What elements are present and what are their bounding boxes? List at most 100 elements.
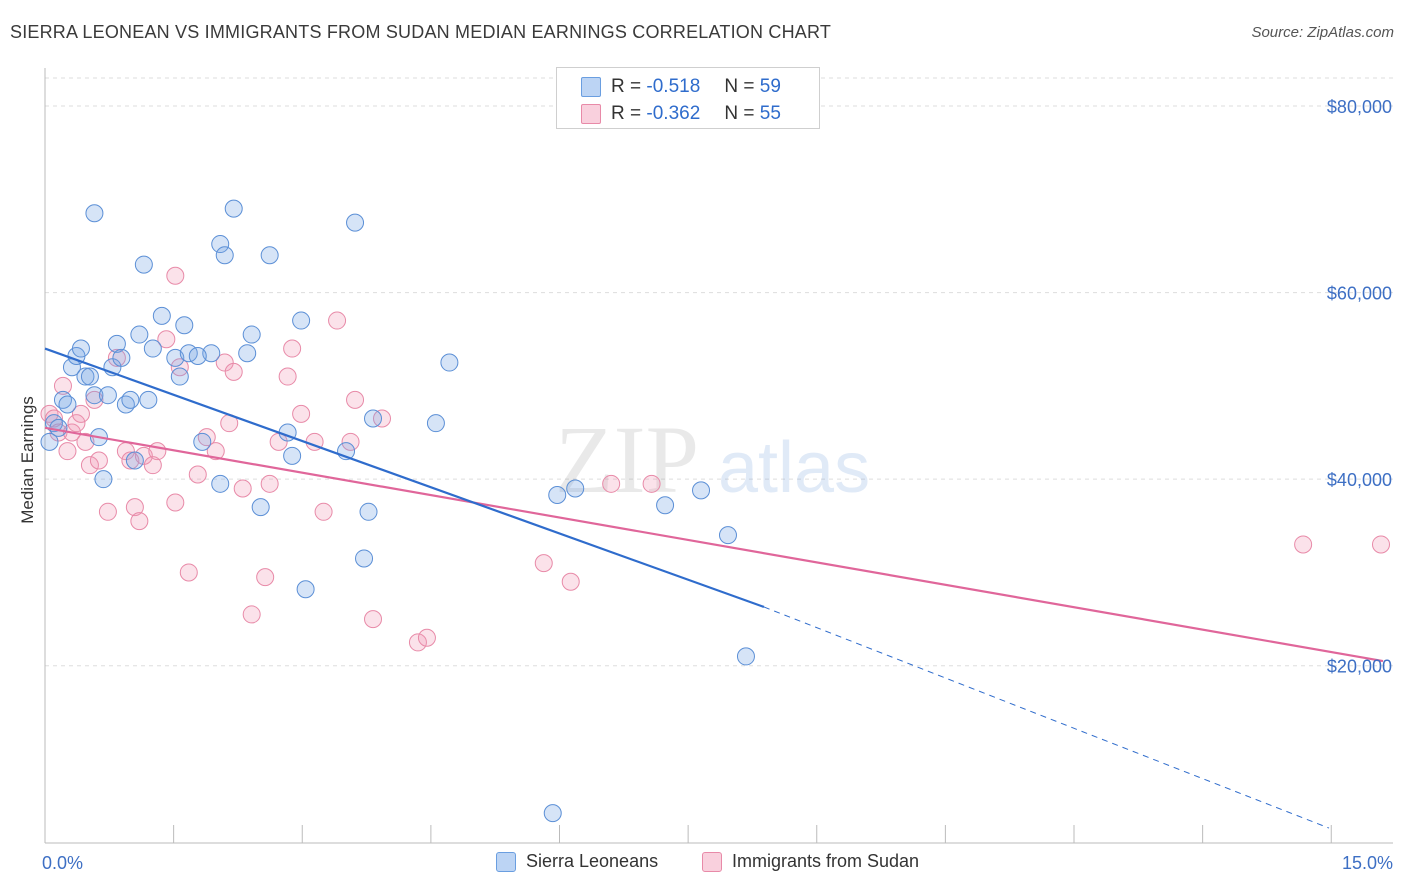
trend-line-sudan: [44, 426, 1384, 663]
data-point-sierra-leonean: [80, 367, 99, 386]
data-point-sierra-leonean: [283, 446, 302, 465]
data-point-sierra-leonean: [152, 306, 171, 325]
data-point-sierra-leonean: [692, 481, 711, 500]
data-point-sudan: [107, 348, 126, 367]
data-point-sierra-leonean: [76, 367, 95, 386]
data-point-sierra-leonean: [359, 502, 378, 521]
data-point-sudan: [417, 628, 436, 647]
data-point-sudan: [148, 442, 167, 461]
data-point-sudan: [346, 390, 365, 409]
data-point-sudan: [283, 339, 302, 358]
data-point-sudan: [642, 474, 661, 493]
data-point-sierra-leonean: [211, 474, 230, 493]
x-tick-label: 15.0%: [1342, 853, 1393, 873]
legend-swatch-blue: [581, 77, 601, 97]
data-point-sierra-leonean: [292, 311, 311, 330]
data-point-sudan: [314, 502, 333, 521]
data-point-sudan: [130, 512, 149, 531]
data-point-sudan: [278, 367, 297, 386]
data-point-sierra-leonean: [242, 325, 261, 344]
watermark: ZIP atlas: [555, 406, 870, 513]
data-point-sierra-leonean: [355, 549, 374, 568]
watermark-atlas: atlas: [718, 428, 870, 508]
legend-swatch-pink: [581, 104, 601, 124]
tick-labels: $20,000 $40,000 $60,000 $80,000 0.0% 15.0%: [42, 97, 1393, 873]
data-point-sudan: [1372, 535, 1390, 554]
bottom-legend-immigrants-from-sudan[interactable]: Immigrants from Sudan: [702, 851, 919, 872]
data-point-sudan: [256, 568, 275, 587]
data-point-sierra-leonean: [134, 255, 153, 274]
series-immigrants-from-sudan: [40, 266, 1390, 652]
watermark-zip: ZIP: [555, 406, 699, 513]
data-point-sudan: [260, 474, 279, 493]
data-point-sudan: [134, 446, 153, 465]
data-point-sierra-leonean: [224, 199, 243, 218]
data-point-sudan: [188, 465, 207, 484]
trend-line-sierra-leonean: [44, 347, 765, 609]
data-point-sudan: [224, 362, 243, 381]
data-point-sierra-leonean: [238, 344, 257, 363]
data-point-sierra-leonean: [166, 348, 185, 367]
data-point-sierra-leonean: [440, 353, 459, 372]
bottom-legend-label: Immigrants from Sudan: [732, 851, 920, 871]
data-point-sierra-leonean: [40, 432, 59, 451]
data-point-sierra-leonean: [94, 470, 113, 489]
data-point-sierra-leonean: [260, 246, 279, 265]
data-point-sudan: [292, 404, 311, 423]
data-point-sierra-leonean: [58, 395, 77, 414]
bottom-legend-swatch-blue: [496, 851, 516, 872]
data-point-sierra-leonean: [139, 390, 158, 409]
data-point-sierra-leonean: [71, 339, 90, 358]
data-point-sierra-leonean: [49, 418, 68, 437]
y-axis-title: Median Earnings: [18, 396, 37, 524]
data-point-sierra-leonean: [121, 390, 140, 409]
data-point-sudan: [166, 493, 185, 512]
data-point-sudan: [602, 474, 621, 493]
data-point-sierra-leonean: [364, 409, 383, 428]
data-point-sierra-leonean: [107, 334, 126, 353]
data-point-sudan: [179, 563, 198, 582]
data-point-sudan: [85, 390, 104, 409]
data-point-sierra-leonean: [85, 386, 104, 405]
trend-lines: [44, 347, 1384, 829]
data-point-sudan: [534, 554, 553, 573]
legend-n-value: 55: [759, 103, 781, 124]
y-tick-label: $60,000: [1327, 284, 1392, 304]
data-point-sudan: [125, 498, 144, 517]
data-point-sudan: [58, 442, 77, 461]
x-tick-label: 0.0%: [42, 853, 83, 873]
bottom-legend-sierra-leoneans[interactable]: Sierra Leoneans: [496, 851, 658, 872]
chart-title: SIERRA LEONEAN VS IMMIGRANTS FROM SUDAN …: [10, 22, 832, 42]
data-point-sierra-leonean: [566, 479, 585, 498]
legend-r-value: -0.362: [646, 103, 701, 124]
legend-r-label: R =: [611, 103, 642, 124]
data-point-sudan: [121, 451, 140, 470]
data-point-sudan: [328, 311, 347, 330]
data-point-sierra-leonean: [251, 498, 270, 517]
data-point-sudan: [89, 451, 108, 470]
data-point-sierra-leonean: [143, 339, 162, 358]
data-point-sudan: [98, 502, 117, 521]
data-point-sierra-leonean: [112, 348, 131, 367]
legend: R = -0.518 N = 59 R = -0.362 N = 55: [556, 67, 820, 129]
data-point-sudan: [206, 442, 225, 461]
legend-n-value: 59: [759, 76, 781, 97]
data-point-sierra-leonean: [125, 451, 144, 470]
data-point-sierra-leonean: [85, 204, 104, 223]
data-point-sudan: [157, 330, 176, 349]
data-point-sierra-leonean: [548, 486, 567, 505]
data-point-sudan: [80, 456, 99, 475]
data-point-sudan: [1294, 535, 1313, 554]
data-point-sierra-leonean: [98, 386, 117, 405]
data-point-sierra-leonean: [175, 316, 194, 335]
data-point-sierra-leonean: [296, 580, 315, 599]
trend-line-sierra-leonean-extrapolated: [763, 606, 1330, 829]
data-point-sudan: [242, 605, 261, 624]
data-point-sudan: [170, 358, 189, 377]
legend-row-immigrants-from-sudan: R = -0.362 N = 55: [581, 102, 781, 126]
legend-row-sierra-leoneans: R = -0.518 N = 59: [581, 75, 781, 99]
data-point-sudan: [561, 572, 580, 591]
data-point-sierra-leonean: [202, 344, 221, 363]
gridlines: [45, 77, 1393, 667]
